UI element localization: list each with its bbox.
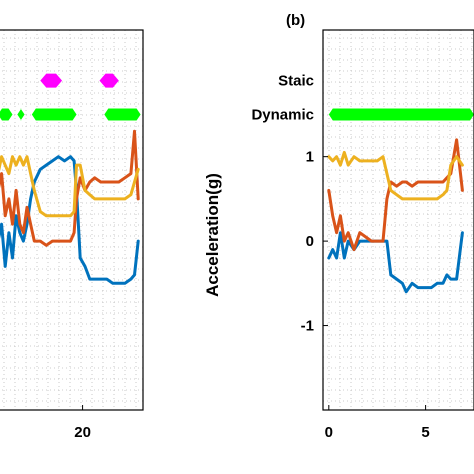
y-tick-label: 1 (306, 149, 314, 166)
series-line-x-axis (0, 155, 140, 285)
dynamic-state-marker (31, 108, 77, 121)
y-axis-title: Acceleration(g) (203, 173, 222, 297)
grid-lines (0, 30, 143, 410)
dynamic-state-label: Dynamic (251, 106, 314, 123)
series-line-y-axis (0, 129, 140, 247)
dynamic-state-marker (328, 108, 474, 121)
series-group (327, 138, 464, 294)
dynamic-state-marker (17, 108, 25, 121)
series-group (0, 129, 140, 285)
state-markers (0, 73, 141, 121)
series-line-x-axis (327, 231, 464, 294)
state-markers (328, 108, 474, 121)
y-tick-label: 0 (306, 233, 314, 250)
series-line-y-axis (327, 138, 464, 252)
panel-label: (b) (286, 12, 305, 29)
grid-lines (323, 30, 474, 410)
x-tick-label: 20 (74, 424, 91, 441)
axes-frame (322, 29, 474, 411)
static-state-label: Staic (278, 73, 314, 90)
static-state-marker (99, 73, 119, 88)
dynamic-state-marker (104, 108, 141, 121)
static-state-marker (40, 73, 63, 88)
axes-frame (0, 29, 144, 411)
y-tick-label: -1 (301, 318, 314, 335)
series-line-z-axis (327, 150, 464, 201)
dynamic-state-marker (0, 108, 13, 121)
x-tick-label: 5 (421, 424, 429, 441)
x-tick-label: 0 (325, 424, 333, 441)
series-line-z-axis (0, 155, 140, 218)
chart-panel-1: 20 (0, 29, 144, 441)
